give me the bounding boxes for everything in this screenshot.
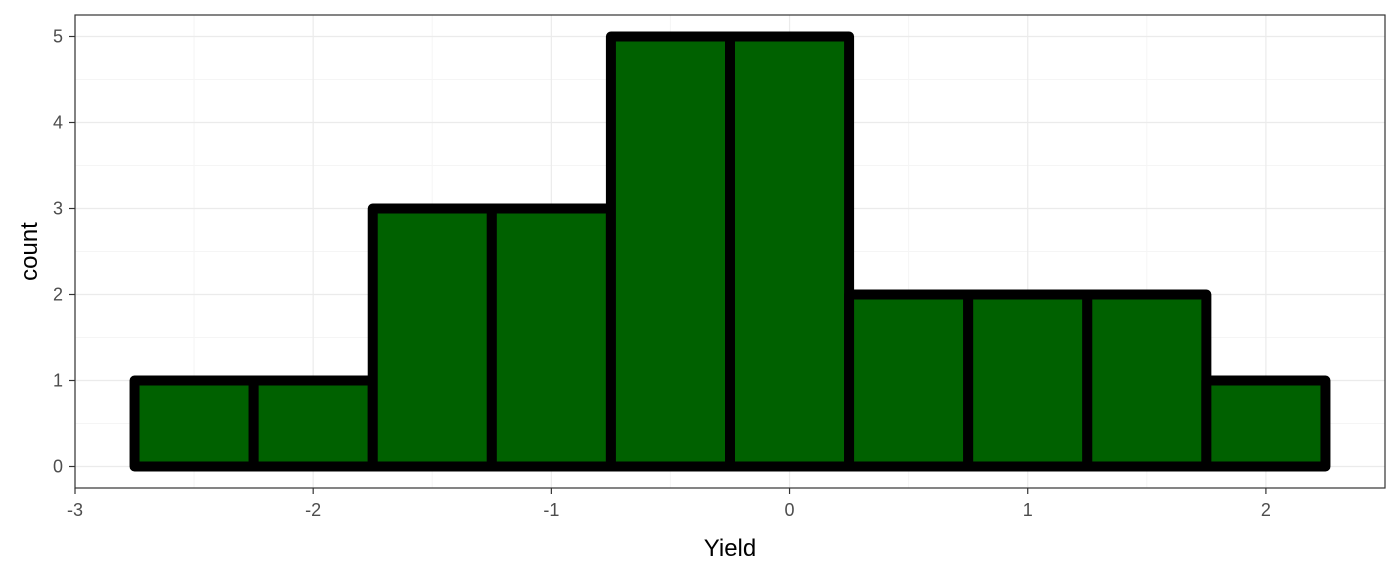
- histogram-bar: [248, 375, 378, 472]
- histogram-bar: [1201, 375, 1331, 472]
- x-tick-label: 2: [1261, 500, 1271, 520]
- x-axis-ticks: -3 -2 -1 0 1 2: [67, 488, 1271, 520]
- y-tick-label: 1: [53, 371, 63, 391]
- y-axis-title: count: [16, 222, 43, 281]
- y-tick-label: 4: [53, 113, 63, 133]
- histogram-bar: [725, 31, 855, 472]
- x-axis-title: Yield: [704, 535, 756, 562]
- histogram-bar: [367, 203, 497, 472]
- y-tick-label: 3: [53, 199, 63, 219]
- histogram-bar: [844, 289, 974, 472]
- y-tick-label: 2: [53, 285, 63, 305]
- x-tick-label: -2: [305, 500, 321, 520]
- y-tick-label: 5: [53, 27, 63, 47]
- histogram-bar: [129, 375, 259, 472]
- x-tick-label: -1: [543, 500, 559, 520]
- histogram-bar: [963, 289, 1093, 472]
- x-tick-label: 1: [1023, 500, 1033, 520]
- x-tick-label: -3: [67, 500, 83, 520]
- panel-border: [74, 14, 1386, 489]
- x-tick-label: 0: [785, 500, 795, 520]
- histogram-bars: [129, 31, 1331, 472]
- histogram-bar: [605, 31, 736, 472]
- y-axis-ticks: 0 1 2 3 4 5: [53, 27, 75, 477]
- histogram-bar: [1082, 289, 1212, 472]
- histogram-bar: [486, 203, 616, 472]
- y-tick-label: 0: [53, 457, 63, 477]
